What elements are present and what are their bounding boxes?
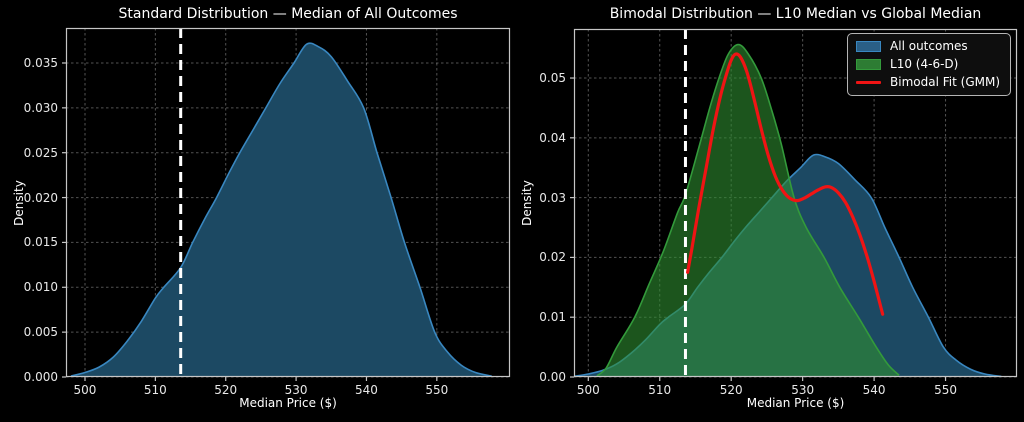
y-tick-label: 0.04 (539, 130, 566, 145)
x-axis-label-left: Median Price ($) (239, 396, 337, 410)
x-tick-label: 510 (648, 383, 672, 397)
y-tick-label: 0.005 (23, 325, 58, 340)
plot-axes-right: All outcomes L10 (4-6-D) Bimodal Fit (GM… (539, 28, 1018, 397)
y-tick-label: 0.000 (23, 370, 58, 384)
x-tick-label: 540 (355, 383, 378, 397)
density-edge-all-outcomes (70, 42, 492, 377)
legend-swatch-bimodal-fit (856, 81, 882, 84)
plot-axes-left: 500 510 520 530 540 550 0.000 0.005 0.010 0.015 0.… (24, 27, 511, 397)
x-tick-label: 530 (284, 383, 308, 397)
y-tick-label: 0.020 (23, 190, 58, 205)
y-tick-label: 0.015 (23, 235, 58, 250)
x-tick-label: 500 (73, 383, 97, 397)
legend-item-all-outcomes: All outcomes (856, 39, 1000, 54)
density-edge-l10-4-6-d (596, 43, 900, 377)
x-axis-label-right: Median Price ($) (746, 396, 845, 410)
fit-line-bimodal-fit-gmm (686, 52, 885, 316)
y-tick-label: 0.01 (539, 310, 566, 325)
legend-swatch-all-outcomes (856, 41, 882, 52)
x-tick-label: 530 (791, 383, 815, 397)
x-tick-label: 520 (214, 383, 238, 397)
x-tick-label: 510 (143, 383, 167, 397)
plot-area-left (62, 27, 511, 381)
y-tick-label: 0.00 (539, 370, 566, 384)
plot-title-left: Standard Distribution — Median of All Ou… (118, 6, 458, 22)
y-tick-label: 0.02 (539, 250, 566, 265)
legend-box: All outcomes L10 (4-6-D) Bimodal Fit (GM… (847, 33, 1011, 96)
density-area-l10-4-6-d (596, 44, 900, 378)
x-tick-label: 550 (425, 383, 449, 397)
x-tick-label: 540 (862, 383, 886, 397)
axes-spines (573, 28, 1018, 378)
plot-title-right: Bimodal Distribution — L10 Median vs Glo… (609, 6, 982, 22)
plot-area-right (570, 28, 1018, 381)
x-tick-label: 500 (576, 383, 600, 397)
legend-label-bimodal-fit: Bimodal Fit (GMM) (890, 75, 1000, 89)
legend-swatch-l10 (856, 59, 882, 70)
y-tick-label: 0.035 (23, 55, 58, 70)
legend-item-l10: L10 (4-6-D) (856, 57, 1000, 72)
axes-spines (65, 27, 511, 378)
y-tick-label: 0.05 (539, 71, 566, 86)
legend-label-all-outcomes: All outcomes (890, 39, 968, 53)
y-axis-label-right: Density (520, 180, 534, 226)
y-tick-label: 0.025 (23, 145, 58, 160)
y-tick-label: 0.010 (23, 280, 58, 295)
legend-item-bimodal-fit: Bimodal Fit (GMM) (856, 75, 1000, 90)
density-area-all-outcomes (70, 43, 492, 377)
y-tick-label: 0.030 (23, 100, 58, 115)
x-tick-label: 520 (719, 383, 743, 397)
legend-label-l10: L10 (4-6-D) (890, 57, 959, 71)
x-tick-label: 550 (934, 383, 957, 397)
y-tick-label: 0.03 (539, 190, 566, 205)
